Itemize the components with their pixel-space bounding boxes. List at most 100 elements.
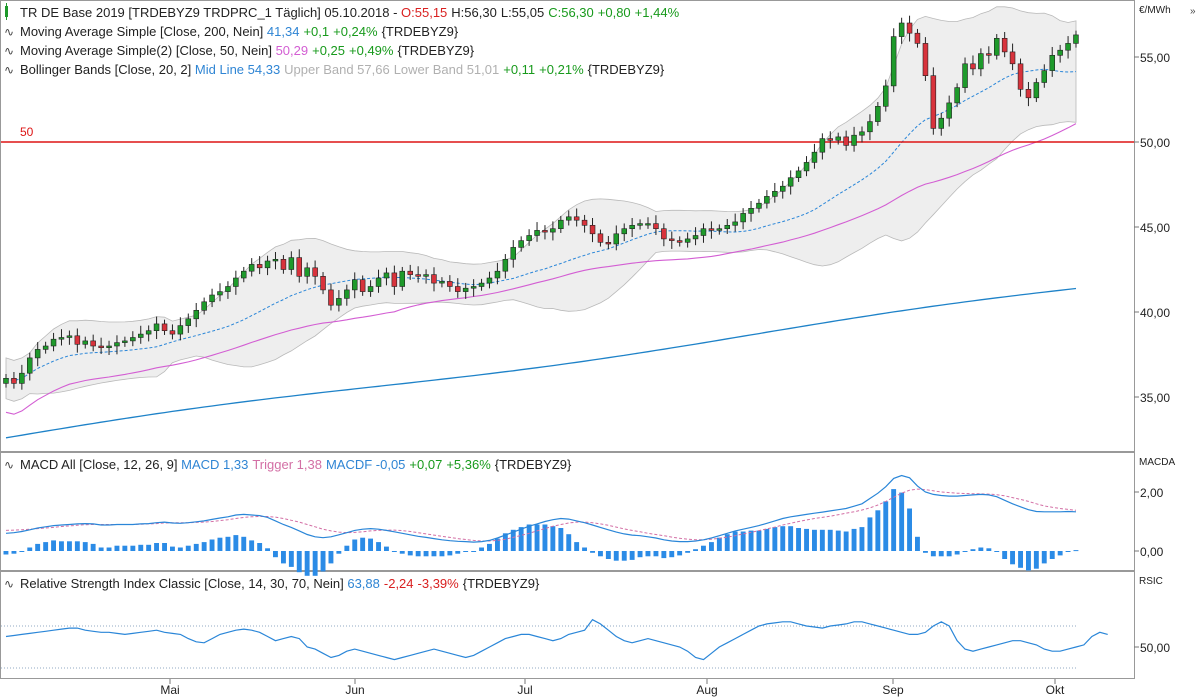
candle-body — [748, 208, 754, 214]
macdf-bar — [1041, 551, 1047, 564]
candle — [708, 221, 715, 239]
x-tick-label: Jul — [517, 683, 532, 697]
candle — [82, 336, 89, 349]
svg-text:Moving Average Simple [Close,: Moving Average Simple [Close, 200, Nein]… — [20, 24, 459, 39]
candle — [431, 267, 437, 292]
candle — [328, 283, 334, 311]
macdf-bar — [558, 528, 564, 551]
x-tick-label: Okt — [1046, 683, 1065, 697]
legend-rsi-change-pct: -3,39% — [418, 576, 460, 591]
legend-ma50-symbol: {TRDEBYZ9} — [397, 43, 474, 58]
macdf-bar — [471, 551, 477, 552]
candle-body — [724, 225, 730, 230]
macdf-bar — [645, 551, 651, 557]
candle — [233, 270, 239, 295]
macdf-bar — [582, 547, 587, 551]
candle-body — [209, 294, 215, 303]
collapse-chevron-icon[interactable]: » — [1190, 6, 1196, 17]
candle — [962, 57, 968, 93]
price-y-tick-label: 35,00 — [1140, 391, 1170, 405]
candle — [42, 341, 49, 354]
candle — [906, 15, 913, 42]
macdf-bar — [970, 549, 976, 551]
legend-macd-macdf: MACDF -0,05 — [326, 457, 405, 472]
macdf-bar — [835, 530, 841, 551]
macdf-bar — [304, 551, 310, 576]
x-tick-label: Sep — [882, 683, 904, 697]
x-tick-label: Mai — [160, 683, 179, 697]
candle-body — [819, 138, 826, 153]
candle — [3, 374, 9, 388]
candle-body — [756, 202, 762, 209]
macdf-bar — [946, 551, 952, 557]
candle — [454, 278, 461, 298]
candle — [11, 372, 17, 389]
macdf-bar — [74, 541, 80, 551]
macdf-bar — [1057, 551, 1063, 556]
legend-bb-lower: Lower Band 51,01 — [394, 62, 500, 77]
wave-icon: ∿ — [4, 44, 14, 58]
candle-body — [581, 219, 588, 226]
candle — [661, 223, 667, 247]
candle — [1049, 46, 1056, 77]
candle — [978, 48, 984, 77]
candle — [462, 282, 469, 299]
candle — [447, 275, 453, 292]
macdf-bar — [978, 547, 984, 551]
candle-body — [534, 230, 540, 236]
candle-body — [272, 258, 279, 262]
candle — [201, 297, 207, 315]
candle-body — [550, 228, 556, 233]
candle-body — [312, 267, 318, 277]
macdf-bar — [67, 541, 72, 551]
candle — [653, 215, 659, 235]
macdf-bar — [384, 546, 389, 551]
candle — [312, 260, 318, 285]
candle — [439, 277, 445, 288]
macdf-bar — [130, 545, 136, 551]
candle — [779, 180, 786, 199]
candle-body — [288, 257, 295, 270]
svg-text:Bollinger Bands [Close, 20, 2]: Bollinger Bands [Close, 20, 2] Mid Line … — [20, 62, 665, 77]
macdf-bar — [312, 551, 318, 576]
wave-icon: ∿ — [4, 458, 14, 472]
macdf-bar — [296, 551, 302, 573]
macdf-bar — [709, 542, 714, 551]
candle-body — [597, 233, 604, 243]
candle — [74, 328, 81, 353]
candle-body — [1073, 34, 1079, 44]
macdf-bar — [162, 543, 167, 551]
macdf-bar — [534, 524, 540, 551]
macdf-bar — [154, 543, 159, 551]
candle — [740, 208, 746, 230]
macdf-bar — [138, 544, 144, 551]
wave-icon: ∿ — [4, 25, 14, 39]
macdf-bar — [716, 537, 722, 551]
candle — [114, 335, 120, 355]
macd-y-tick-label: 2,00 — [1140, 486, 1164, 500]
candle-body — [732, 221, 738, 226]
candle-body — [1033, 82, 1040, 99]
macdf-bar — [685, 551, 691, 553]
candle — [637, 219, 643, 230]
candle — [724, 219, 730, 234]
candle-body — [42, 345, 49, 350]
legend-ma200-symbol: {TRDEBYZ9} — [382, 24, 459, 39]
legend-rsi-change: -2,24 — [384, 576, 414, 591]
candle-body — [407, 270, 413, 275]
candle-body — [367, 286, 374, 292]
candle — [145, 325, 152, 342]
candle — [835, 132, 841, 145]
candle-body — [890, 36, 897, 87]
macdf-bar — [701, 545, 706, 551]
candle — [534, 222, 540, 242]
candle-body — [256, 264, 263, 269]
candle-body — [922, 43, 929, 77]
macdf-bar — [510, 529, 516, 551]
legend-bb-upper: Upper Band 57,66 — [284, 62, 390, 77]
candle-body — [1009, 51, 1016, 65]
candle-body — [130, 337, 136, 342]
macdf-bar — [463, 551, 469, 552]
hline-label: 50 — [20, 125, 34, 139]
macdf-bar — [257, 543, 263, 551]
